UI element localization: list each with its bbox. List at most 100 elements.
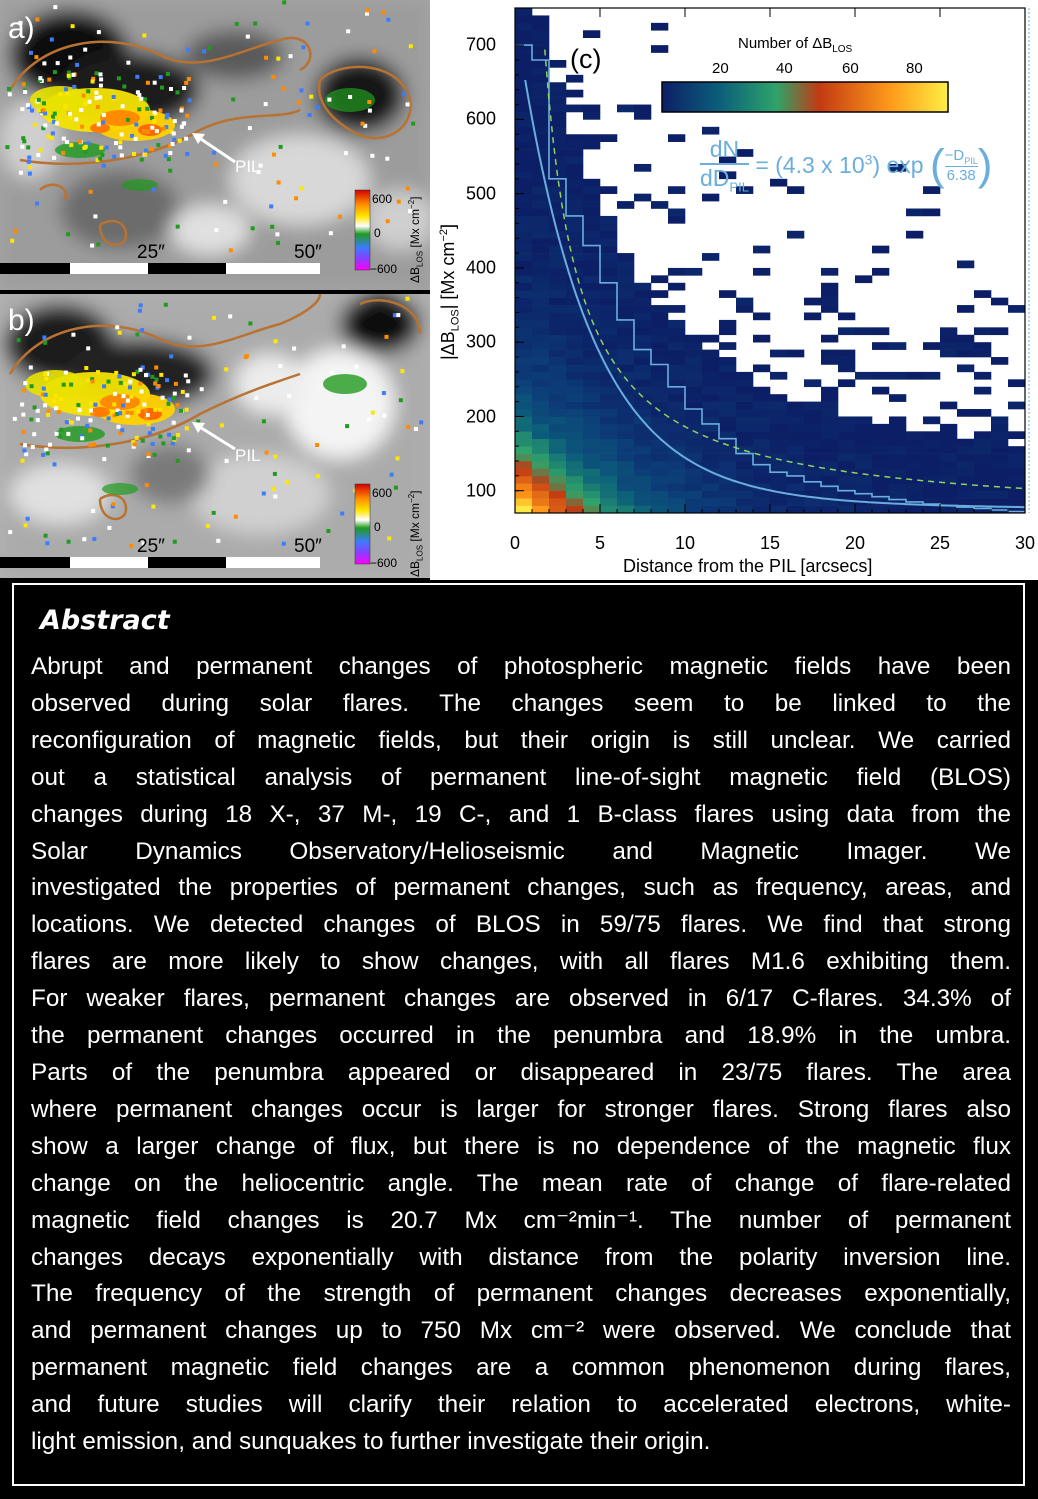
heatmap-cell bbox=[702, 379, 720, 388]
heatmap-cell bbox=[668, 431, 686, 440]
change-pixel bbox=[117, 374, 122, 379]
change-pixel bbox=[211, 510, 216, 515]
heatmap-cell bbox=[889, 438, 907, 447]
heatmap-cell bbox=[566, 409, 584, 417]
heatmap-cell bbox=[889, 461, 907, 469]
heatmap-cell bbox=[719, 431, 737, 440]
change-pixel bbox=[400, 369, 405, 374]
heatmap-cell bbox=[617, 379, 635, 388]
x-tick-label: 10 bbox=[674, 533, 696, 553]
heatmap-cell bbox=[940, 327, 958, 336]
heatmap-cell bbox=[566, 290, 584, 298]
heatmap-cell bbox=[634, 394, 652, 402]
change-pixel bbox=[98, 83, 103, 88]
heatmap-cell bbox=[617, 401, 635, 410]
heatmap-cell bbox=[549, 245, 567, 254]
change-pixel bbox=[173, 381, 178, 386]
change-pixel bbox=[25, 516, 30, 521]
change-pixel bbox=[367, 417, 372, 422]
change-pixel bbox=[112, 154, 117, 159]
heatmap-cell bbox=[821, 438, 839, 447]
heatmap-cell bbox=[549, 305, 567, 313]
change-pixel bbox=[184, 136, 189, 141]
heatmap-cell bbox=[515, 319, 533, 328]
change-pixel bbox=[21, 430, 26, 434]
change-pixel bbox=[179, 124, 184, 129]
change-pixel bbox=[92, 537, 97, 541]
heatmap-cell bbox=[753, 505, 771, 514]
heatmap-cell bbox=[668, 379, 686, 388]
heatmap-cell bbox=[668, 327, 686, 336]
change-pixel bbox=[156, 384, 161, 389]
heatmap-cell bbox=[532, 290, 550, 298]
change-pixel bbox=[273, 454, 278, 459]
heatmap-cell bbox=[566, 349, 584, 358]
change-pixel bbox=[177, 138, 182, 143]
colorbar-b-title: ΔBLOS [Mx cm−2] bbox=[407, 490, 425, 577]
heatmap-cell bbox=[668, 371, 686, 380]
heatmap-cell bbox=[532, 364, 550, 373]
heatmap-cell bbox=[600, 334, 618, 343]
change-pixel bbox=[135, 74, 140, 79]
heatmap-cell bbox=[600, 245, 618, 254]
heatmap-cell bbox=[549, 453, 567, 462]
change-pixel bbox=[184, 407, 189, 412]
heatmap-cell bbox=[719, 498, 737, 506]
heatmap-cell bbox=[549, 290, 567, 298]
heatmap-cell bbox=[532, 461, 550, 469]
heatmap-cell bbox=[668, 386, 686, 395]
heatmap-cell bbox=[532, 223, 550, 232]
change-pixel bbox=[42, 101, 46, 106]
heatmap-cell bbox=[515, 379, 533, 388]
change-pixel bbox=[309, 94, 314, 99]
change-pixel bbox=[292, 346, 297, 351]
heatmap-cell bbox=[634, 290, 652, 298]
heatmap-cell bbox=[923, 186, 941, 194]
change-pixel bbox=[216, 538, 221, 543]
heatmap-cell bbox=[821, 409, 839, 417]
heatmap-cell bbox=[566, 498, 584, 506]
change-pixel bbox=[199, 387, 204, 392]
heatmap-cell bbox=[889, 416, 907, 425]
heatmap-cell bbox=[736, 468, 754, 477]
y-tick-label: 300 bbox=[466, 331, 497, 352]
heatmap-cell bbox=[940, 334, 958, 343]
change-pixel bbox=[206, 523, 210, 528]
heatmap-cell bbox=[821, 334, 839, 343]
heatmap-cell bbox=[549, 141, 567, 150]
change-pixel bbox=[258, 163, 263, 168]
change-pixel bbox=[408, 44, 413, 49]
change-pixel bbox=[348, 95, 353, 99]
heatmap-cell bbox=[515, 475, 533, 484]
heatmap-cell bbox=[515, 423, 533, 432]
change-pixel bbox=[149, 147, 154, 152]
change-pixel bbox=[115, 412, 120, 416]
heatmap-cell bbox=[515, 498, 533, 506]
heatmap-cell bbox=[753, 312, 771, 321]
change-pixel bbox=[186, 379, 191, 384]
change-pixel bbox=[7, 86, 11, 91]
change-pixel bbox=[23, 381, 28, 386]
scale-tick-50: 50″ bbox=[294, 242, 322, 263]
heatmap-cell bbox=[668, 134, 686, 142]
change-pixel bbox=[261, 491, 266, 496]
heatmap-cell bbox=[991, 438, 1009, 447]
change-pixel bbox=[145, 106, 150, 111]
change-pixel bbox=[385, 156, 390, 161]
heatmap-cell bbox=[940, 505, 958, 514]
heatmap-cell bbox=[583, 319, 601, 328]
heatmap-cell bbox=[957, 305, 975, 313]
abstract-line: Solar Dynamics Observatory/Helioseismic … bbox=[31, 837, 1011, 865]
heatmap-cell bbox=[1008, 468, 1026, 477]
heatmap-cell bbox=[702, 438, 720, 447]
colorbar-b bbox=[354, 483, 371, 565]
change-pixel bbox=[171, 436, 176, 441]
heatmap-cell bbox=[634, 364, 652, 373]
heatmap-cell bbox=[719, 319, 737, 328]
heatmap-cell bbox=[957, 498, 975, 506]
change-pixel bbox=[90, 243, 95, 248]
change-pixel bbox=[171, 420, 176, 425]
heatmap-cell bbox=[719, 342, 737, 350]
heatmap-cell bbox=[702, 446, 720, 454]
heatmap-cell bbox=[634, 461, 652, 469]
